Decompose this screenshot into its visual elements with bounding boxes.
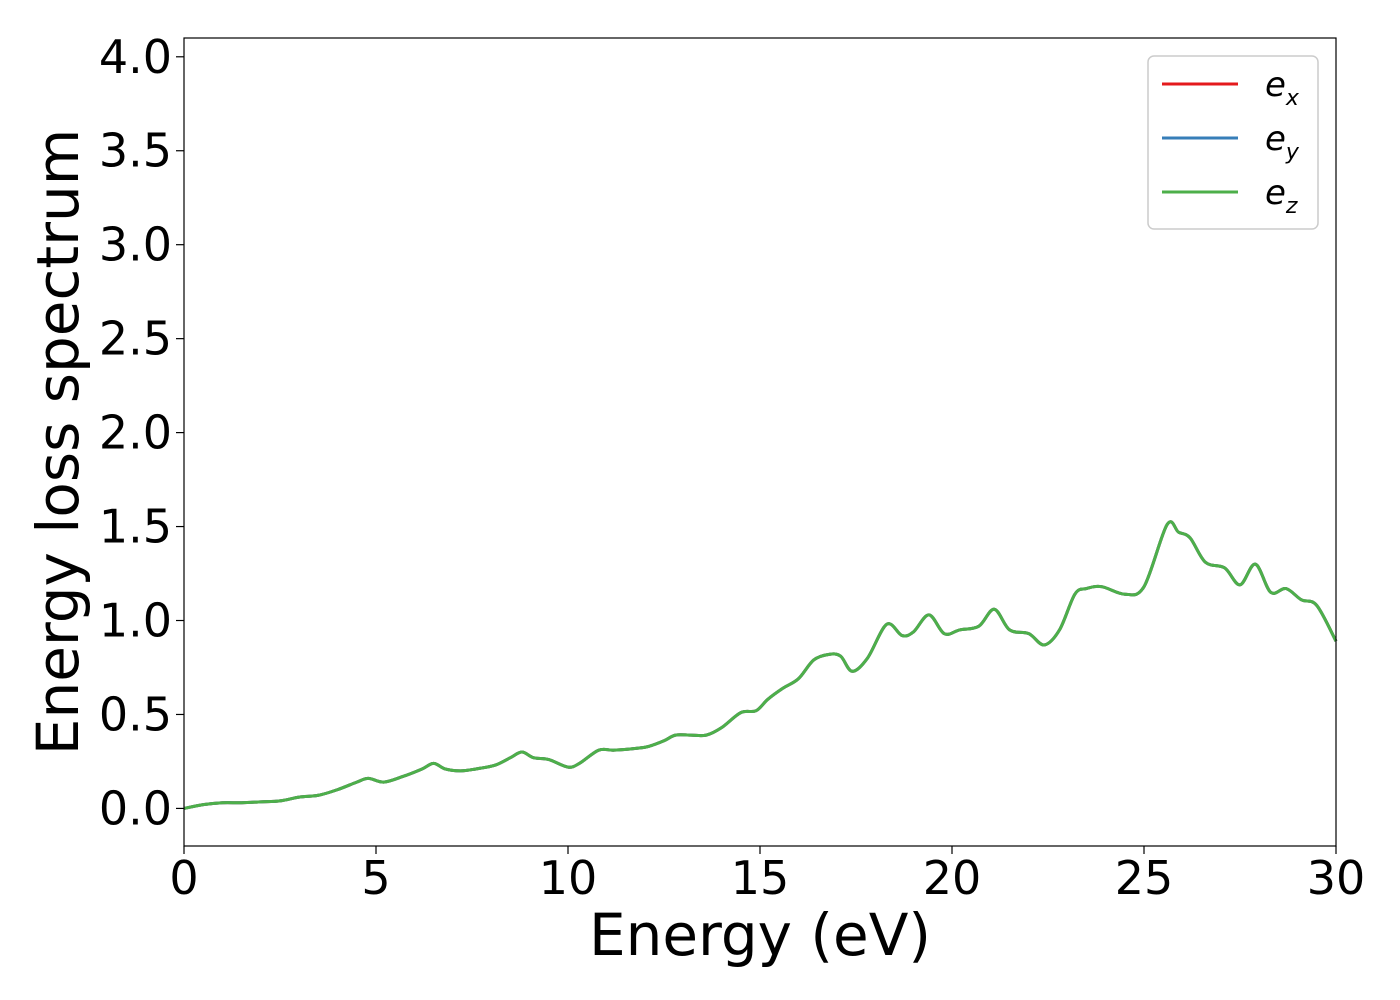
y-tick-label: 1.5 — [99, 500, 172, 554]
x-tick-label: 25 — [1115, 851, 1174, 905]
y-tick-label: 4.0 — [99, 30, 172, 84]
x-tick-label: 20 — [923, 851, 982, 905]
y-tick-label: 0.5 — [99, 687, 172, 741]
series-line-y — [183, 520, 1338, 810]
y-tick-label: 0.0 — [99, 781, 172, 835]
legend-label-base: e — [1265, 119, 1286, 159]
legend-label-subscript: z — [1285, 194, 1298, 219]
y-tick-label: 3.0 — [99, 218, 172, 272]
series-line-x — [183, 520, 1338, 810]
plot-frame — [183, 37, 1337, 847]
x-tick-label: 5 — [361, 851, 390, 905]
legend-label-base: e — [1265, 65, 1286, 105]
legend-label-y: ey — [1265, 119, 1300, 165]
x-axis-ticks: 0 5 10 15 20 25 30 — [169, 846, 1365, 905]
y-tick-label: 2.5 — [99, 312, 172, 366]
legend-label-x: ex — [1265, 65, 1300, 111]
x-tick-label: 10 — [539, 851, 598, 905]
legend-label-base: e — [1265, 173, 1286, 213]
y-tick-label: 3.5 — [99, 124, 172, 178]
y-tick-label: 2.0 — [99, 406, 172, 460]
y-axis-title: Energy loss spectrum — [24, 129, 92, 755]
y-tick-label: 1.0 — [99, 594, 172, 648]
x-tick-label: 30 — [1307, 851, 1366, 905]
series-layer — [183, 520, 1338, 810]
y-axis-ticks: 0.0 0.5 1.0 1.5 2.0 2.5 3.0 3.5 4.0 — [99, 30, 184, 835]
legend-label-z: ez — [1265, 173, 1298, 219]
series-line-z — [183, 520, 1338, 810]
x-axis-title: Energy (eV) — [589, 901, 931, 969]
x-tick-label: 0 — [169, 851, 198, 905]
legend-frame — [1147, 55, 1319, 230]
legend-label-subscript: x — [1285, 86, 1300, 111]
x-tick-label: 15 — [731, 851, 790, 905]
legend-label-subscript: y — [1285, 140, 1300, 165]
